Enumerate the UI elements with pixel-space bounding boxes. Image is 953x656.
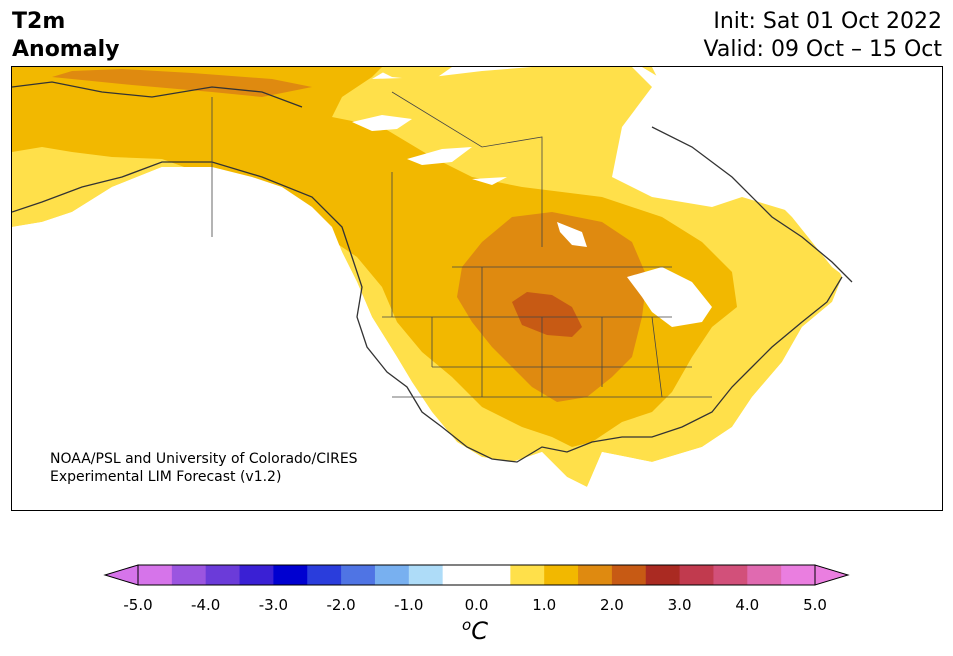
credit-line-1: NOAA/PSL and University of Colorado/CIRE… [50,451,358,467]
state-borders [211,91,712,398]
anomaly-contour-dark-orange [512,292,582,337]
anomaly-map [12,67,942,510]
colorbar-swatch [408,565,444,585]
colorbar-swatch [239,565,274,585]
colorbar-tick-label: -5.0 [123,596,153,614]
colorbar-swatch [544,565,579,585]
colorbar-swatch [747,565,782,585]
init-date: Init: Sat 01 Oct 2022 [713,9,942,34]
colorbar-tick-label: -2.0 [326,596,356,614]
colorbar-swatch [442,565,477,585]
lake-white [352,115,712,327]
colorbar-ticks: -5.0 -4.0 -3.0 -2.0 -1.0 0.0 1.0 2.0 3.0 4.0 5.0 [0,596,953,616]
colorbar-tick-label: 0.0 [464,596,489,614]
credit-text: NOAA/PSL and University of Colorado/CIRE… [50,450,358,486]
colorbar-swatch [476,565,511,585]
colorbar-swatch [611,565,647,585]
colorbar-swatch [781,565,816,585]
map-title: T2m Anomaly [12,8,119,64]
colorbar-swatch [645,565,681,585]
colorbar-tick-label: -4.0 [191,596,221,614]
colorbar-swatch [273,565,308,585]
colorbar-extend-high [814,564,850,586]
unit-label: C [471,617,488,645]
unit-prefix: o [462,616,472,634]
colorbar-unit: oC [462,616,488,645]
anomaly-contour-orange [52,69,647,402]
forecast-dates: Init: Sat 01 Oct 2022 Valid: 09 Oct – 15… [704,8,942,64]
colorbar-tick-label: 3.0 [667,596,692,614]
colorbar-swatch [713,565,748,585]
title-line-1: T2m [12,9,66,34]
colorbar-tick-label: 1.0 [532,596,557,614]
colorbar-extend-low [103,564,139,586]
greenland-white [652,67,942,307]
colorbar-swatch [510,565,545,585]
colorbar-swatch [374,565,410,585]
colorbar-tick-label: 2.0 [599,596,624,614]
colorbar-tick-label: -1.0 [394,596,424,614]
colorbar-border [137,564,816,586]
colorbar [103,564,850,586]
colorbar-swatch [171,565,207,585]
colorbar-swatch [341,565,376,585]
map-panel: NOAA/PSL and University of Colorado/CIRE… [11,66,943,511]
colorbar-swatch [679,565,714,585]
colorbar-tick-label: 5.0 [803,596,827,614]
coastline [12,81,853,463]
colorbar-swatch [205,565,241,585]
colorbar-swatch [578,565,613,585]
title-line-2: Anomaly [12,37,120,62]
colorbar-tick-label: -3.0 [258,596,289,614]
valid-dates: Valid: 09 Oct – 15 Oct [703,37,942,62]
colorbar-swatch [307,565,342,585]
credit-line-2: Experimental LIM Forecast (v1.2) [50,469,282,485]
colorbar-swatch [138,565,173,585]
colorbar-tick-label: 4.0 [735,596,760,614]
ocean-white [12,167,942,510]
